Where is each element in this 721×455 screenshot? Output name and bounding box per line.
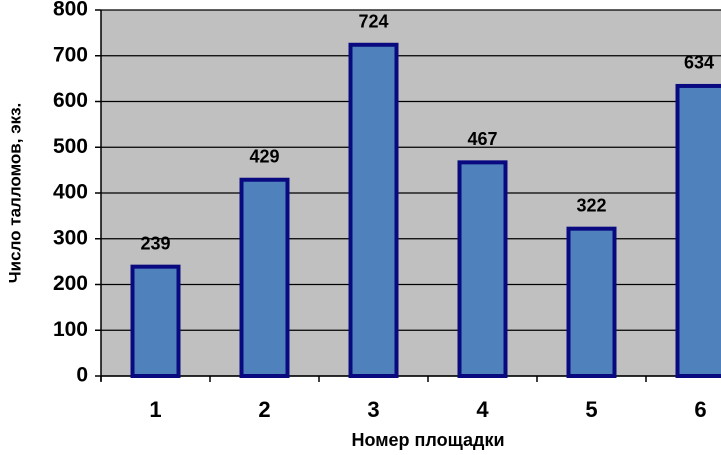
x-tick-label: 4 — [476, 397, 489, 422]
data-label: 467 — [467, 129, 497, 149]
y-tick-label: 500 — [53, 135, 88, 158]
x-tick-label: 1 — [149, 397, 161, 422]
data-label: 634 — [684, 53, 714, 73]
data-label: 724 — [358, 12, 388, 32]
y-tick-label: 100 — [53, 318, 88, 341]
bar — [675, 83, 721, 378]
y-tick-label: 200 — [53, 272, 88, 295]
x-tick-label: 5 — [585, 397, 597, 422]
bar — [566, 226, 617, 378]
bar — [348, 42, 399, 379]
y-tick-label: 400 — [53, 181, 88, 204]
y-tick-label: 0 — [76, 364, 88, 387]
data-label: 429 — [249, 146, 279, 166]
y-tick-label: 800 — [53, 0, 88, 21]
y-tick-label: 600 — [53, 89, 88, 112]
y-axis-label: Число талломов, экз. — [5, 103, 24, 284]
x-tick-label: 6 — [694, 397, 706, 422]
bar — [457, 160, 508, 378]
y-tick-label: 700 — [53, 43, 88, 66]
x-axis-label: Номер площадки — [351, 430, 504, 450]
bar — [239, 177, 290, 378]
data-label: 322 — [576, 195, 606, 215]
x-tick-label: 3 — [367, 397, 379, 422]
x-tick-label: 2 — [258, 397, 270, 422]
bar — [130, 264, 181, 378]
y-tick-label: 300 — [53, 226, 88, 249]
data-label: 239 — [140, 233, 170, 253]
